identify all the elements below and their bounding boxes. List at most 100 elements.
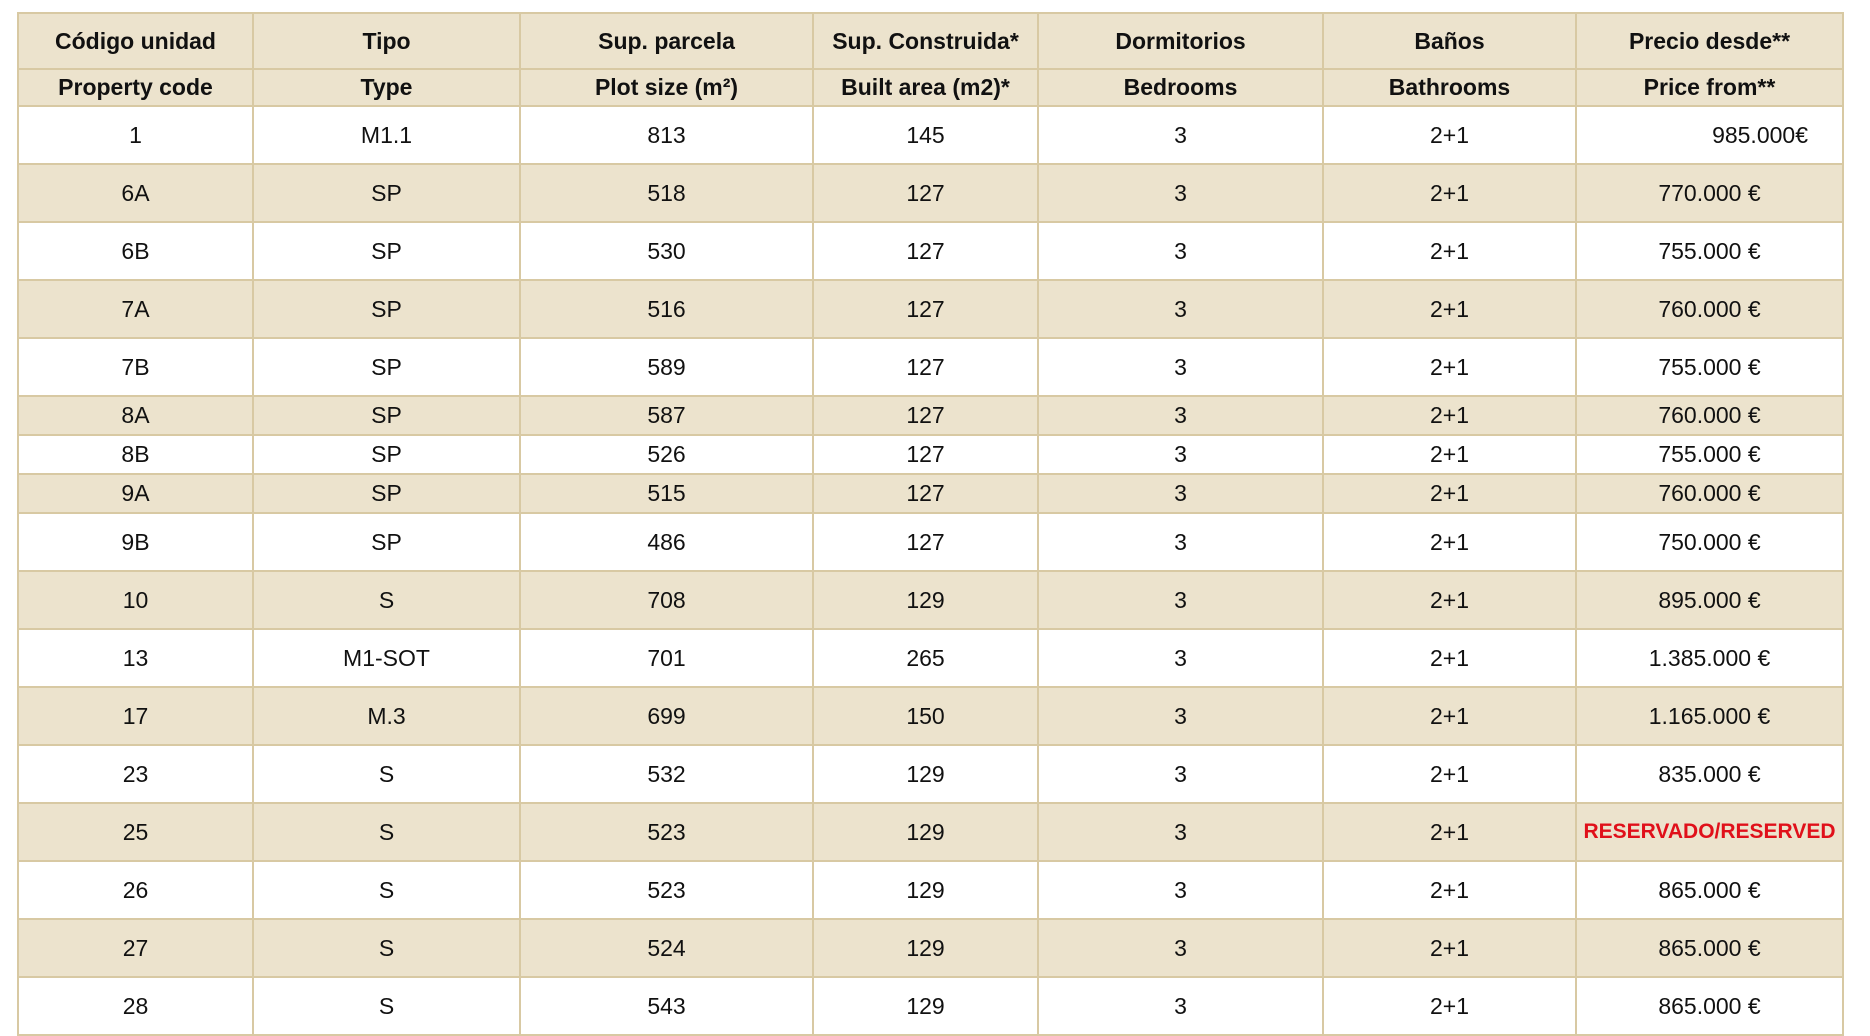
cell: 865.000 € [1575, 860, 1844, 920]
cell: 17 [17, 686, 254, 746]
data-row: 9A SP 515 127 3 2+1 760.000 € [17, 473, 1844, 514]
cell: SP [252, 512, 521, 572]
cell: 589 [519, 337, 814, 397]
cell: 3 [1037, 395, 1324, 436]
cell: 129 [812, 860, 1039, 920]
cell: 3 [1037, 802, 1324, 862]
cell: 3 [1037, 918, 1324, 978]
cell: 2+1 [1322, 570, 1577, 630]
cell: 2+1 [1322, 337, 1577, 397]
cell: SP [252, 473, 521, 514]
cell: 3 [1037, 686, 1324, 746]
cell: 523 [519, 860, 814, 920]
cell: 755.000 € [1575, 337, 1844, 397]
data-row: 8B SP 526 127 3 2+1 755.000 € [17, 434, 1844, 475]
cell: 985.000€ [1575, 105, 1844, 165]
header-cell: Bathrooms [1322, 68, 1577, 107]
cell: 127 [812, 337, 1039, 397]
table-body: Código unidad Tipo Sup. parcela Sup. Constr… [17, 12, 1844, 1036]
cell: 9A [17, 473, 254, 514]
header-cell: Price from** [1575, 68, 1844, 107]
cell: 127 [812, 473, 1039, 514]
cell: 10 [17, 570, 254, 630]
cell: 1.385.000 € [1575, 628, 1844, 688]
cell: 2+1 [1322, 976, 1577, 1036]
cell: 515 [519, 473, 814, 514]
cell: 129 [812, 744, 1039, 804]
cell: M1-SOT [252, 628, 521, 688]
data-row: 6B SP 530 127 3 2+1 755.000 € [17, 221, 1844, 281]
cell: 2+1 [1322, 802, 1577, 862]
cell: 129 [812, 976, 1039, 1036]
cell: 760.000 € [1575, 279, 1844, 339]
price-table: Código unidad Tipo Sup. parcela Sup. Constr… [17, 12, 1844, 1036]
cell: 895.000 € [1575, 570, 1844, 630]
cell: 27 [17, 918, 254, 978]
data-row: 6A SP 518 127 3 2+1 770.000 € [17, 163, 1844, 223]
cell: 127 [812, 279, 1039, 339]
cell: SP [252, 337, 521, 397]
cell: 708 [519, 570, 814, 630]
cell: 3 [1037, 337, 1324, 397]
cell: 28 [17, 976, 254, 1036]
cell: 8A [17, 395, 254, 436]
cell: 530 [519, 221, 814, 281]
cell: 2+1 [1322, 628, 1577, 688]
cell: 2+1 [1322, 105, 1577, 165]
data-row: 7B SP 589 127 3 2+1 755.000 € [17, 337, 1844, 397]
cell: S [252, 744, 521, 804]
cell: 524 [519, 918, 814, 978]
cell: 3 [1037, 512, 1324, 572]
cell: 523 [519, 802, 814, 862]
header-cell: Sup. parcela [519, 12, 814, 70]
cell: 23 [17, 744, 254, 804]
cell: 701 [519, 628, 814, 688]
cell: 2+1 [1322, 279, 1577, 339]
data-row: 28 S 543 129 3 2+1 865.000 € [17, 976, 1844, 1036]
cell: 3 [1037, 221, 1324, 281]
data-row: 10 S 708 129 3 2+1 895.000 € [17, 570, 1844, 630]
cell: 2+1 [1322, 473, 1577, 514]
cell: 7A [17, 279, 254, 339]
cell: 3 [1037, 434, 1324, 475]
cell: 127 [812, 395, 1039, 436]
cell: M.3 [252, 686, 521, 746]
cell: 518 [519, 163, 814, 223]
cell: 127 [812, 512, 1039, 572]
cell: M1.1 [252, 105, 521, 165]
data-row: 23 S 532 129 3 2+1 835.000 € [17, 744, 1844, 804]
cell: 8B [17, 434, 254, 475]
header-cell: Dormitorios [1037, 12, 1324, 70]
header-row: Código unidad Tipo Sup. parcela Sup. Constr… [17, 12, 1844, 70]
cell: 127 [812, 221, 1039, 281]
data-row: 9B SP 486 127 3 2+1 750.000 € [17, 512, 1844, 572]
header-cell: Código unidad [17, 12, 254, 70]
cell: 755.000 € [1575, 221, 1844, 281]
cell: 587 [519, 395, 814, 436]
cell: 2+1 [1322, 221, 1577, 281]
cell: 1.165.000 € [1575, 686, 1844, 746]
cell: 145 [812, 105, 1039, 165]
cell: 760.000 € [1575, 395, 1844, 436]
cell: 129 [812, 918, 1039, 978]
cell: 3 [1037, 628, 1324, 688]
cell: 9B [17, 512, 254, 572]
cell: 127 [812, 434, 1039, 475]
cell: 865.000 € [1575, 976, 1844, 1036]
data-row: 17 M.3 699 150 3 2+1 1.165.000 € [17, 686, 1844, 746]
cell: RESERVADO/RESERVED [1575, 802, 1844, 862]
cell: 6A [17, 163, 254, 223]
header-row: Property code Type Plot size (m²) Built are… [17, 68, 1844, 107]
cell: 2+1 [1322, 163, 1577, 223]
header-cell: Built area (m2)* [812, 68, 1039, 107]
header-cell: Baños [1322, 12, 1577, 70]
cell: S [252, 918, 521, 978]
cell: S [252, 802, 521, 862]
data-row: 7A SP 516 127 3 2+1 760.000 € [17, 279, 1844, 339]
cell: 526 [519, 434, 814, 475]
cell: 3 [1037, 570, 1324, 630]
header-cell: Plot size (m²) [519, 68, 814, 107]
cell: 2+1 [1322, 395, 1577, 436]
data-row: 1 M1.1 813 145 3 2+1 985.000€ [17, 105, 1844, 165]
